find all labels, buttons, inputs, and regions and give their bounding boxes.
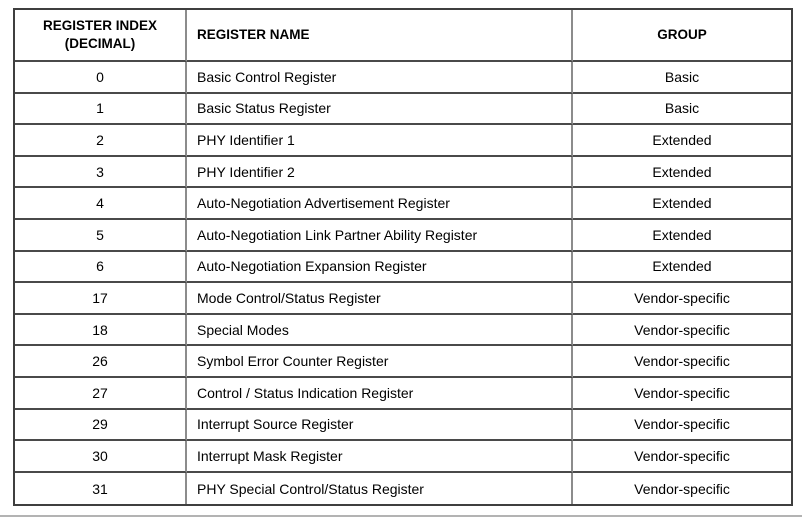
table-row: 3 PHY Identifier 2 Extended [15, 156, 791, 189]
register-group-cell: Extended [573, 125, 791, 157]
column-header-group: GROUP [573, 10, 791, 62]
register-index-cell: 6 [15, 251, 187, 284]
table-row: 31 PHY Special Control/Status Register V… [15, 472, 791, 505]
table-row: 5 Auto-Negotiation Link Partner Ability … [15, 219, 791, 252]
register-name-cell: Basic Status Register [187, 93, 573, 126]
table-row: 0 Basic Control Register Basic [15, 62, 791, 94]
register-table: REGISTER INDEX (DECIMAL) REGISTER NAME G… [13, 8, 793, 507]
register-name-cell: Control / Status Indication Register [187, 377, 573, 410]
register-group-cell: Extended [573, 252, 791, 284]
register-name-cell: Basic Control Register [187, 62, 573, 94]
register-index-cell: 30 [15, 441, 187, 473]
register-group-cell: Extended [573, 157, 791, 189]
table-header: REGISTER INDEX (DECIMAL) REGISTER NAME G… [15, 10, 791, 62]
register-name-cell: PHY Identifier 1 [187, 125, 573, 157]
register-name-cell: Mode Control/Status Register [187, 283, 573, 315]
register-index-cell: 5 [15, 219, 187, 252]
register-group-cell: Vendor-specific [573, 378, 791, 410]
register-group-cell: Vendor-specific [634, 480, 730, 497]
table-row: 6 Auto-Negotiation Expansion Register Ex… [15, 251, 791, 284]
register-name-cell: Interrupt Mask Register [187, 441, 573, 473]
table-row: 2 PHY Identifier 1 Extended [15, 125, 791, 157]
table-body: 0 Basic Control Register Basic 1 Basic S… [15, 62, 791, 505]
register-name-cell: PHY Identifier 2 [187, 156, 573, 189]
table-row: 1 Basic Status Register Basic [15, 93, 791, 126]
column-header-register-name: REGISTER NAME [187, 10, 573, 62]
register-name-cell: Interrupt Source Register [187, 409, 573, 442]
register-group-cell: Extended [573, 188, 791, 220]
register-index-cell: 18 [15, 314, 187, 347]
table-header-row: REGISTER INDEX (DECIMAL) REGISTER NAME G… [15, 10, 791, 62]
register-index-cell: 2 [15, 125, 187, 157]
register-index-cell: 3 [15, 156, 187, 189]
register-index-cell: 1 [15, 93, 187, 126]
register-index-cell: 17 [15, 283, 187, 315]
register-index-cell: 4 [15, 188, 187, 220]
page-bottom-rule [0, 515, 802, 517]
register-index-cell: 27 [15, 377, 187, 410]
register-index-cell: 0 [15, 62, 187, 94]
register-index-cell: 31 [15, 472, 187, 505]
register-group-cell: Vendor-specific [573, 315, 791, 347]
register-name-cell: Special Modes [187, 314, 573, 347]
register-name-cell: Auto-Negotiation Expansion Register [187, 251, 573, 284]
register-name-cell: Auto-Negotiation Link Partner Ability Re… [187, 219, 573, 252]
register-name-cell: Symbol Error Counter Register [187, 346, 573, 378]
register-group-cell: Basic [573, 94, 791, 126]
table-row: 18 Special Modes Vendor-specific [15, 314, 791, 347]
column-header-register-index: REGISTER INDEX (DECIMAL) [15, 10, 187, 62]
table-row: 30 Interrupt Mask Register Vendor-specif… [15, 441, 791, 473]
register-group-cell: Vendor-specific [573, 283, 791, 315]
register-name-cell: PHY Special Control/Status Register [187, 472, 573, 505]
table-row: 4 Auto-Negotiation Advertisement Registe… [15, 188, 791, 220]
register-name-cell: Auto-Negotiation Advertisement Register [187, 188, 573, 220]
register-group-cell: Extended [573, 220, 791, 252]
register-group-cell: Vendor-specific [573, 346, 791, 378]
register-index-cell: 29 [15, 409, 187, 442]
register-group-cell: Vendor-specific [573, 441, 791, 473]
table-row: 29 Interrupt Source Register Vendor-spec… [15, 409, 791, 442]
table-row: 26 Symbol Error Counter Register Vendor-… [15, 346, 791, 378]
table-row: 27 Control / Status Indication Register … [15, 377, 791, 410]
table-row: 17 Mode Control/Status Register Vendor-s… [15, 283, 791, 315]
register-group-cell: Basic [573, 62, 791, 94]
register-index-cell: 26 [15, 346, 187, 378]
register-group-cell: Vendor-specific [573, 410, 791, 442]
